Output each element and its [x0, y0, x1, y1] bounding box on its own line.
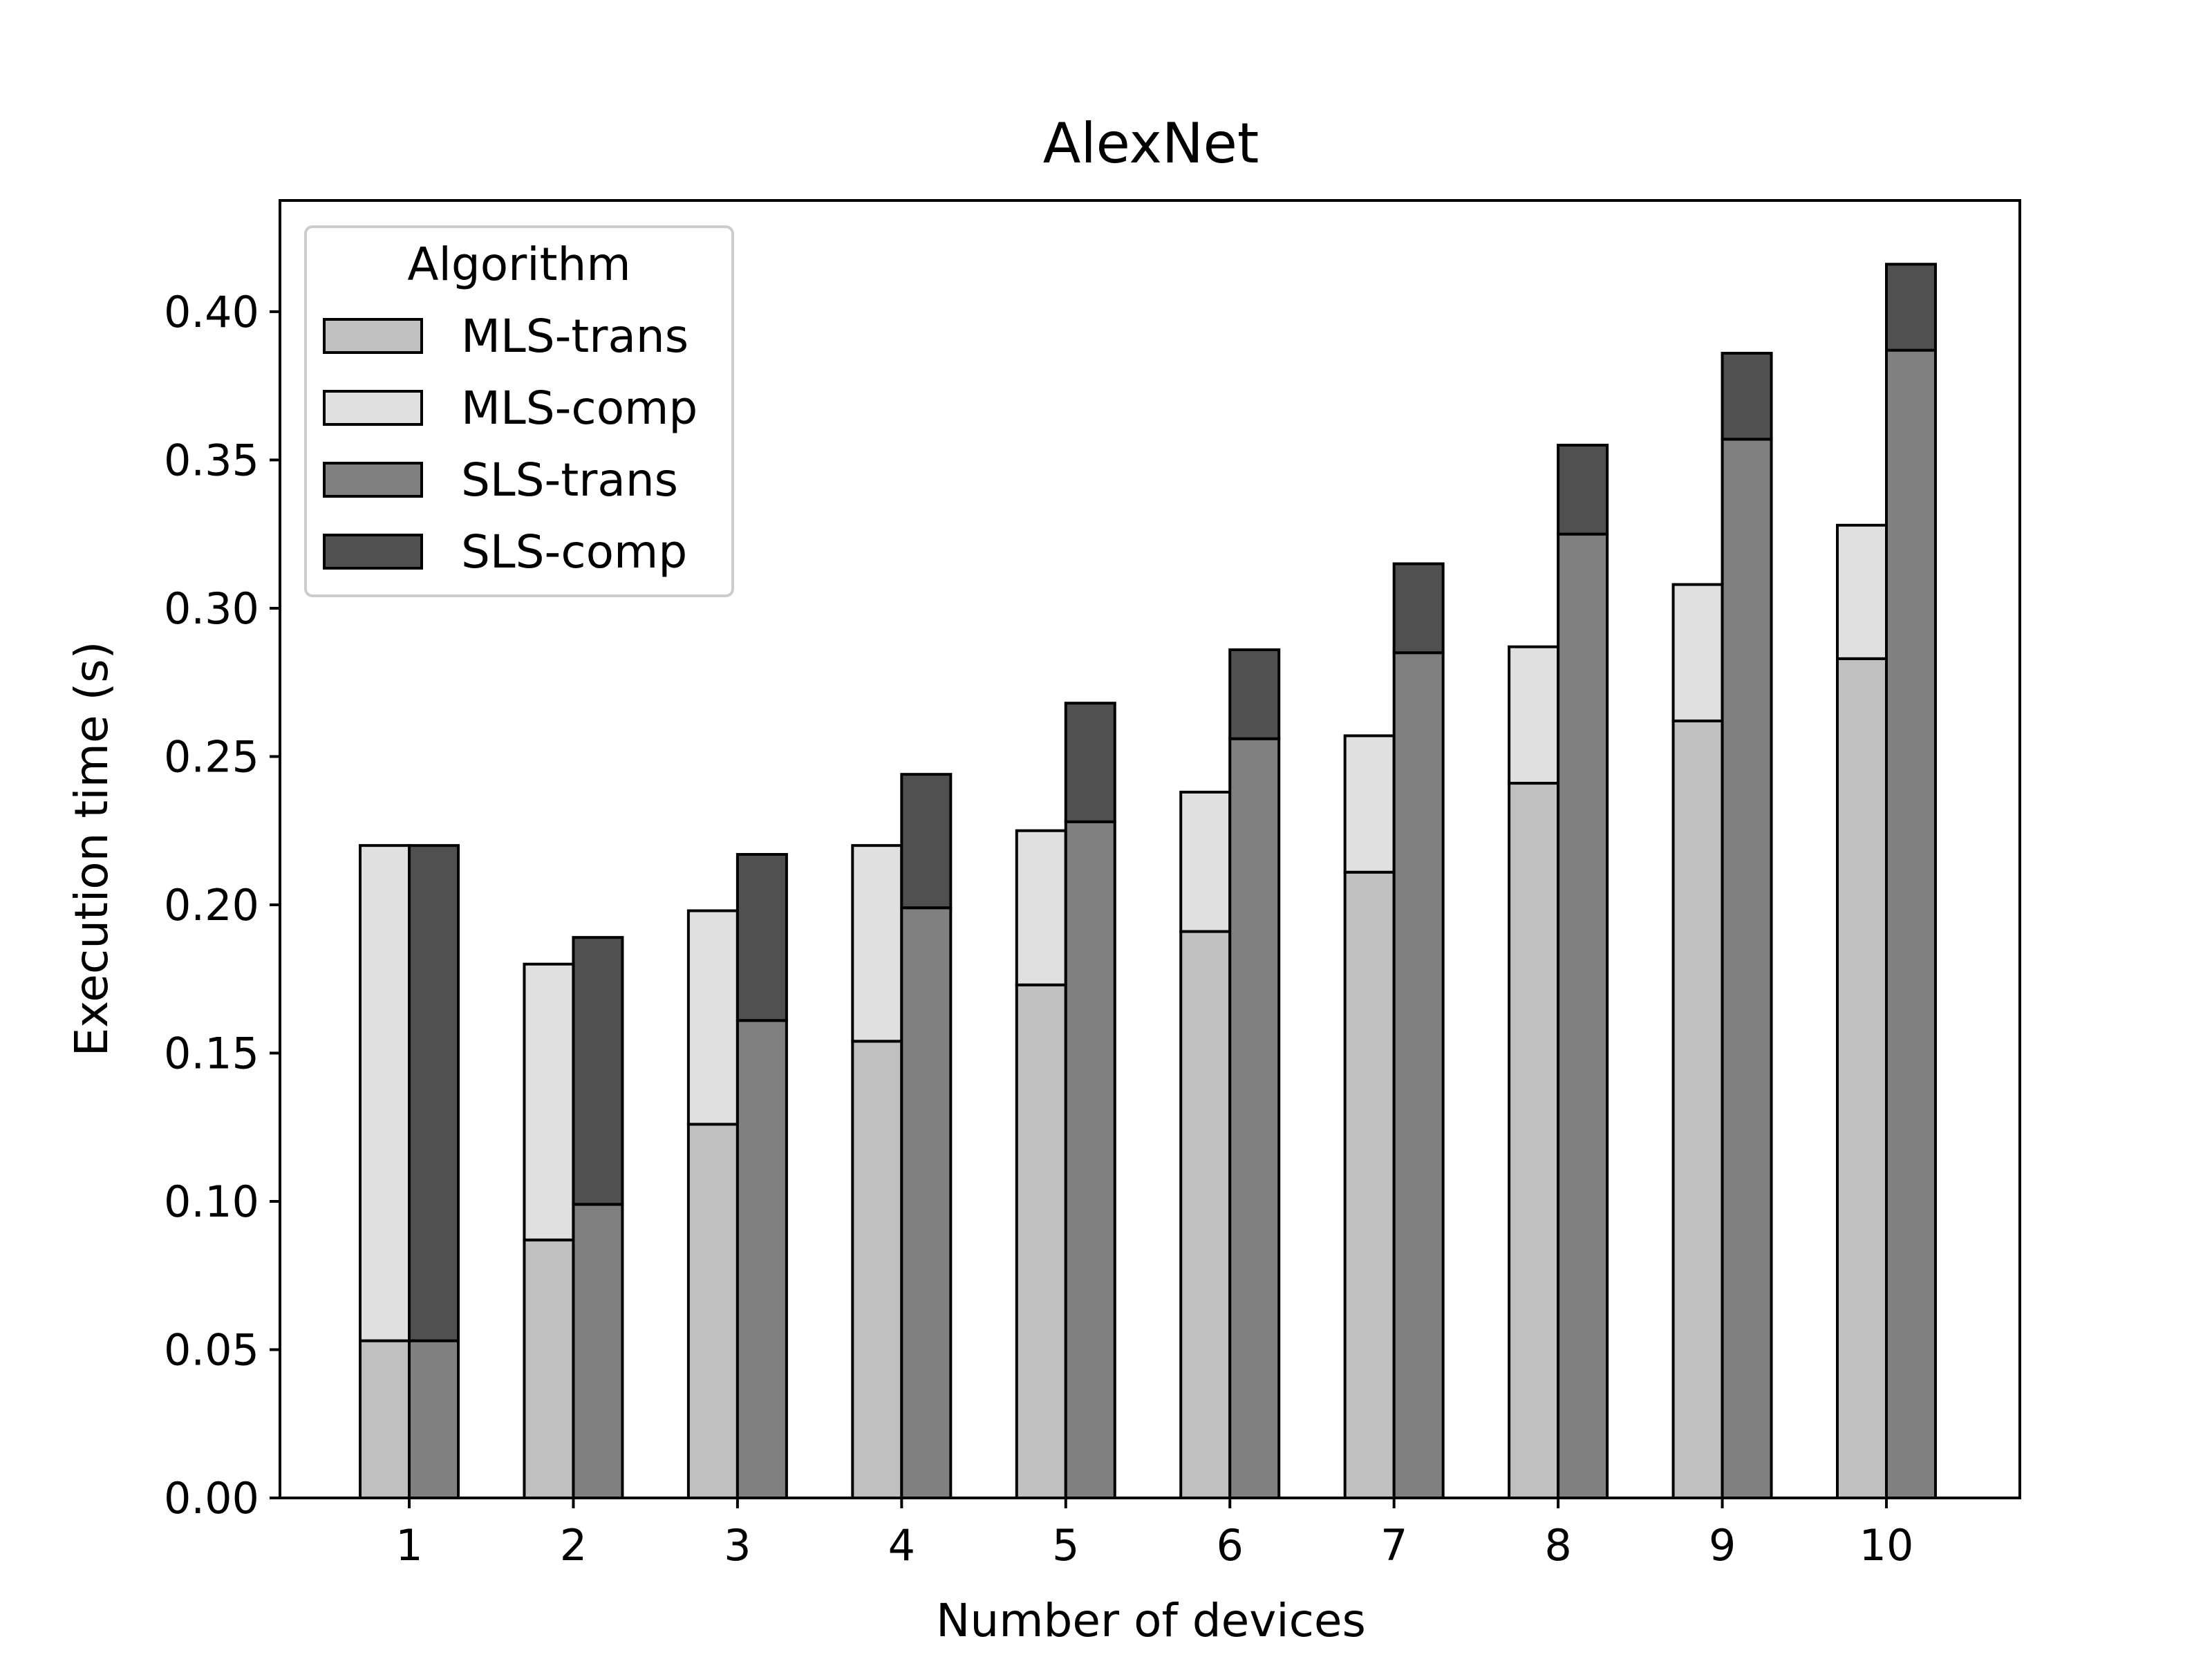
bar-mls-comp-5 [1015, 829, 1067, 986]
legend-swatch-mls-trans [323, 318, 423, 354]
bar-sls-comp-10 [1885, 263, 1937, 352]
bar-sls-comp-5 [1064, 702, 1116, 823]
bar-sls-trans-1 [408, 1339, 460, 1500]
bar-sls-trans-9 [1721, 438, 1773, 1499]
y-tick-label: 0.00 [164, 1473, 259, 1524]
bar-mls-trans-9 [1671, 719, 1724, 1499]
y-tick-label: 0.05 [164, 1324, 259, 1375]
y-tick-label: 0.40 [164, 287, 259, 337]
bar-mls-trans-3 [686, 1123, 739, 1499]
bar-sls-comp-9 [1721, 351, 1773, 441]
y-tick-label: 0.25 [164, 731, 259, 782]
bar-mls-trans-5 [1015, 983, 1067, 1499]
bar-sls-trans-3 [735, 1019, 788, 1500]
x-tick-label: 7 [1380, 1520, 1407, 1571]
bar-sls-trans-5 [1064, 820, 1116, 1499]
bar-mls-trans-2 [523, 1238, 575, 1499]
plot-area-frame [279, 199, 2021, 1499]
chart-title: AlexNet [1043, 111, 1259, 176]
bar-sls-comp-8 [1557, 443, 1609, 536]
x-tick-label: 2 [560, 1520, 587, 1571]
x-tick-label: 6 [1216, 1520, 1243, 1571]
bar-sls-comp-7 [1392, 562, 1445, 655]
x-tick-label: 9 [1709, 1520, 1736, 1571]
bar-sls-trans-6 [1228, 737, 1281, 1499]
y-axis: 0.00 0.05 0.10 0.15 0.20 0.25 0.30 0.35 0.40 [164, 287, 280, 1524]
bar-sls-trans-8 [1557, 532, 1609, 1500]
y-axis-label: Execution time (s) [65, 641, 118, 1057]
bar-mls-comp-2 [523, 962, 575, 1241]
legend-swatch-sls-trans [323, 462, 423, 498]
bar-mls-comp-7 [1343, 734, 1396, 874]
legend-label-mls-trans: MLS-trans [461, 310, 688, 363]
bar-sls-comp-6 [1228, 648, 1281, 740]
bar-sls-trans-10 [1885, 348, 1937, 1499]
bar-mls-comp-9 [1671, 583, 1724, 722]
bar-mls-trans-1 [359, 1339, 411, 1500]
legend-entries: MLS-trans MLS-comp SLS-trans SLS-comp [323, 310, 697, 579]
y-tick-label: 0.10 [164, 1177, 259, 1227]
bar-mls-trans-6 [1179, 930, 1232, 1499]
y-tick-label: 0.35 [164, 435, 259, 485]
bar-mls-comp-1 [359, 844, 411, 1342]
bar-mls-comp-3 [686, 909, 739, 1126]
bar-sls-trans-7 [1392, 651, 1445, 1499]
legend-title: Algorithm [407, 238, 630, 291]
bars-layer [359, 263, 1937, 1500]
bar-mls-comp-10 [1836, 523, 1888, 660]
bar-sls-comp-3 [735, 853, 788, 1022]
y-tick-label: 0.15 [164, 1028, 259, 1078]
bar-sls-trans-4 [900, 906, 953, 1499]
bar-mls-comp-4 [851, 844, 903, 1043]
legend-label-sls-trans: SLS-trans [461, 453, 678, 507]
legend-label-sls-comp: SLS-comp [461, 525, 687, 579]
legend: Algorithm MLS-trans MLS-comp SLS-trans SLS-… [304, 225, 734, 597]
bar-sls-comp-1 [408, 844, 460, 1342]
x-tick-label: 5 [1052, 1520, 1079, 1571]
bar-mls-comp-8 [1508, 645, 1560, 785]
x-tick-label: 3 [724, 1520, 751, 1571]
bar-sls-trans-2 [572, 1203, 624, 1499]
bar-mls-trans-4 [851, 1040, 903, 1499]
bar-mls-trans-10 [1836, 657, 1888, 1499]
bar-mls-comp-6 [1179, 790, 1232, 933]
x-axis-label: Number of devices [936, 1594, 1366, 1647]
legend-swatch-sls-comp [323, 534, 423, 570]
legend-label-mls-comp: MLS-comp [461, 382, 697, 435]
bar-sls-comp-2 [572, 936, 624, 1206]
y-tick-label: 0.30 [164, 583, 259, 634]
x-tick-label: 10 [1859, 1520, 1914, 1571]
x-axis: 1 2 3 4 5 6 7 8 9 10 [395, 1498, 1913, 1571]
x-tick-label: 4 [888, 1520, 915, 1571]
bar-mls-trans-7 [1343, 870, 1396, 1500]
bar-sls-comp-4 [900, 773, 953, 910]
x-tick-label: 1 [395, 1520, 422, 1571]
bar-mls-trans-8 [1508, 782, 1560, 1499]
legend-swatch-mls-comp [323, 390, 423, 426]
y-tick-label: 0.20 [164, 880, 259, 930]
x-tick-label: 8 [1544, 1520, 1571, 1571]
